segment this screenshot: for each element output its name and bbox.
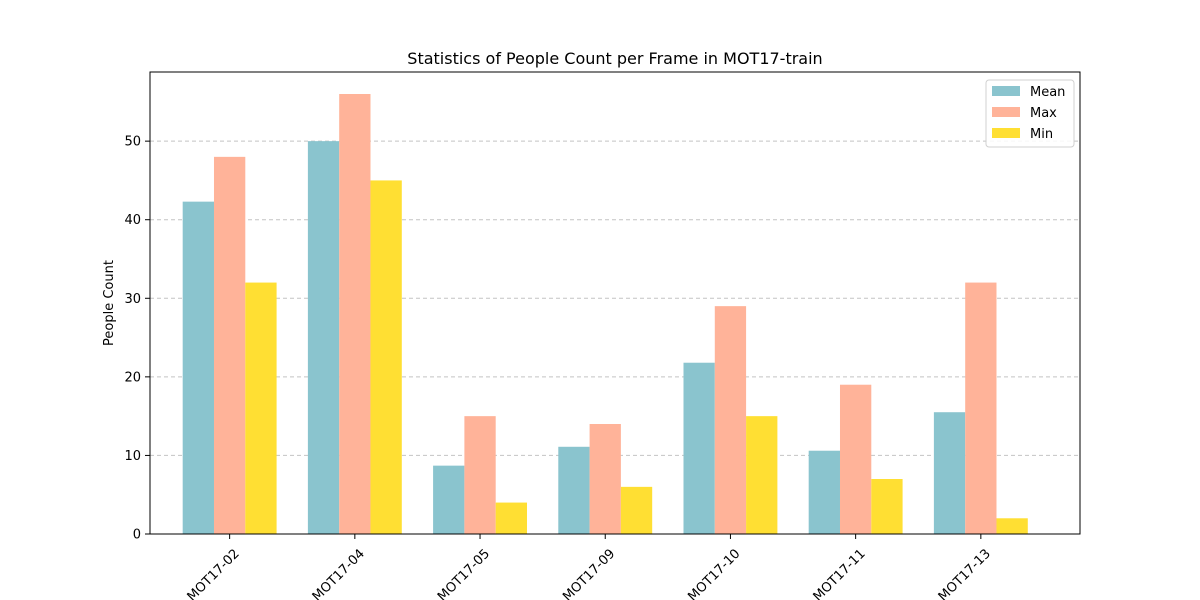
bar-max-mot17-04 xyxy=(339,94,371,534)
x-tick-label: MOT17-05 xyxy=(435,546,493,600)
y-axis: 0 10 20 30 40 50 xyxy=(124,135,150,543)
bar-min-mot17-10 xyxy=(746,416,778,534)
bar-min-mot17-09 xyxy=(620,486,653,534)
bar-mean-mot17-04 xyxy=(307,141,340,534)
legend: Mean Max Min xyxy=(985,79,1075,148)
legend-label-max: Max xyxy=(1030,106,1057,121)
legend-label-mean: Mean xyxy=(1030,85,1065,100)
legend-swatch-max xyxy=(992,107,1020,117)
legend-label-min: Min xyxy=(1030,127,1053,142)
y-tick-label: 30 xyxy=(124,292,141,307)
bar-min-mot17-02 xyxy=(245,282,277,534)
plot-frame xyxy=(149,71,1081,535)
bar-max-mot17-02 xyxy=(213,156,246,534)
bar-min-mot17-05 xyxy=(495,502,527,534)
y-tick-label: 50 xyxy=(124,135,141,150)
x-tick-label: MOT17-04 xyxy=(310,546,368,600)
x-tick-label: MOT17-13 xyxy=(936,546,994,600)
x-axis: MOT17-02 MOT17-04 MOT17-05 MOT17-09 MOT17-10… xyxy=(185,534,994,600)
x-tick-label: MOT17-02 xyxy=(185,546,243,600)
bar-mean-mot17-09 xyxy=(558,446,590,534)
bar-max-mot17-13 xyxy=(965,282,997,534)
bar-min-mot17-13 xyxy=(996,518,1028,534)
y-tick-label: 0 xyxy=(133,528,141,543)
grid-lines xyxy=(150,140,1080,456)
bars xyxy=(182,94,1028,534)
y-tick-label: 20 xyxy=(124,370,141,385)
x-tick-label: MOT17-10 xyxy=(685,546,743,600)
bar-max-mot17-09 xyxy=(589,424,621,534)
legend-swatch-min xyxy=(992,128,1020,138)
y-tick-label: 40 xyxy=(124,213,141,228)
bar-mean-mot17-10 xyxy=(683,362,715,534)
y-axis-label: People Count xyxy=(102,260,117,346)
chart-title: Statistics of People Count per Frame in … xyxy=(407,49,822,68)
legend-swatch-mean xyxy=(992,86,1020,96)
bar-min-mot17-11 xyxy=(871,479,903,534)
y-tick-label: 10 xyxy=(124,449,141,464)
bar-mean-mot17-11 xyxy=(808,450,840,534)
bar-mean-mot17-13 xyxy=(933,412,966,534)
bar-min-mot17-04 xyxy=(370,180,402,534)
bar-mean-mot17-05 xyxy=(433,465,465,534)
bar-mean-mot17-02 xyxy=(182,201,214,534)
bar-max-mot17-11 xyxy=(839,384,872,534)
x-tick-label: MOT17-11 xyxy=(811,546,869,600)
bar-max-mot17-05 xyxy=(464,416,496,534)
x-tick-label: MOT17-09 xyxy=(560,546,618,600)
bar-max-mot17-10 xyxy=(714,306,747,534)
